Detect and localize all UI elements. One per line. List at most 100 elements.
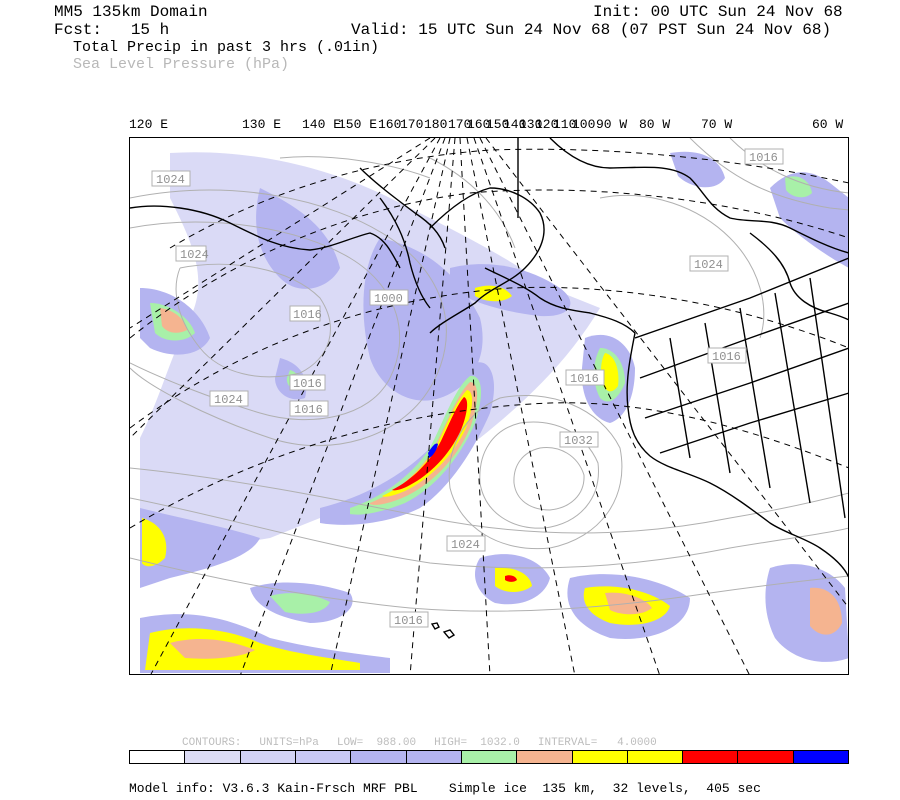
- lon-label-120w: 120: [535, 117, 559, 132]
- contours-low: LOW= 988.00: [336, 737, 417, 749]
- precip-region: [505, 575, 517, 582]
- colorbar-swatch: [406, 751, 462, 763]
- state-border: [644, 347, 848, 419]
- pressure-label: 1016: [744, 148, 784, 165]
- map-panel: 1024 1024 1016 1000 1016 1024 1016 1032 …: [129, 137, 849, 675]
- pressure-label: 1016: [565, 369, 605, 386]
- lon-label-170w: 170: [448, 117, 472, 132]
- meridian-line: [466, 138, 576, 674]
- pressure-label: 1016: [707, 347, 747, 364]
- pressure-label: 1016: [289, 400, 329, 417]
- precip-region: [765, 564, 848, 662]
- map-canvas: 1024 1024 1016 1000 1016 1024 1016 1032 …: [130, 138, 848, 674]
- pressure-label-text: 1016: [293, 308, 322, 322]
- meridian-line: [150, 138, 441, 674]
- domain-title: MM5 135km Domain: [54, 3, 208, 21]
- state-border: [659, 392, 848, 454]
- meridian-line: [459, 138, 491, 674]
- colorbar-swatch: [351, 751, 407, 763]
- lon-label-90w: 90 W: [596, 117, 628, 132]
- latitude-line: [169, 148, 848, 249]
- lat-lon-grid: [130, 138, 848, 674]
- lon-label-150e: 150 E: [338, 117, 378, 132]
- colorbar-swatch: [793, 751, 849, 763]
- meridian-line: [240, 138, 446, 674]
- precip-region: [810, 587, 842, 635]
- state-border: [774, 292, 811, 504]
- state-border: [704, 322, 731, 474]
- lon-label-170e: 170: [400, 117, 424, 132]
- meridian-line: [473, 138, 660, 674]
- lon-label-180: 180: [424, 117, 448, 132]
- precip-region: [428, 443, 438, 458]
- contours-interval: INTERVAL= 4.0000: [537, 737, 657, 749]
- field-secondary: Sea Level Pressure (hPa): [73, 56, 290, 73]
- lon-label-130w: 130: [519, 117, 543, 132]
- lon-label-140w: 140: [503, 117, 527, 132]
- pressure-label-text: 1016: [294, 403, 323, 417]
- meridian-line: [479, 138, 750, 674]
- precip-region: [142, 518, 167, 567]
- coastline: [130, 205, 401, 269]
- init-time: Init: 00 UTC Sun 24 Nov 68: [593, 3, 843, 21]
- pressure-label-text: 1016: [712, 350, 741, 364]
- lon-label-110w: 110: [553, 117, 577, 132]
- colorbar-swatch: [461, 751, 518, 763]
- coastline: [379, 197, 431, 309]
- meridian-line: [130, 138, 436, 439]
- lon-label-70w: 70 W: [701, 117, 733, 132]
- coastlines: [130, 138, 848, 639]
- fcst-value: 15 h: [130, 21, 170, 39]
- pressure-label-text: 1016: [293, 377, 322, 391]
- state-border: [669, 337, 691, 459]
- precip-region: [170, 639, 255, 659]
- model-info: Model info: V3.6.3 Kain-Frsch MRF PBL Si…: [129, 781, 761, 796]
- lon-label-150w: 150: [486, 117, 510, 132]
- valid-time: Valid: 15 UTC Sun 24 Nov 68 (07 PST Sun …: [351, 21, 832, 39]
- pressure-label-text: 1000: [374, 292, 403, 306]
- pressure-label: 1016: [389, 611, 429, 628]
- contours-units: UNITS=hPa: [259, 737, 319, 749]
- island: [430, 622, 440, 630]
- contours-high: HIGH= 1032.0: [434, 737, 520, 749]
- pressure-label: 1032: [559, 431, 599, 448]
- field-primary: Total Precip in past 3 hrs (.01in): [73, 39, 380, 56]
- lon-label-60w: 60 W: [812, 117, 844, 132]
- coastline: [484, 267, 636, 334]
- coastline: [359, 167, 446, 249]
- pressure-label-text: 1024: [214, 393, 243, 407]
- pressure-label: 1016: [289, 305, 322, 322]
- precip-region: [256, 188, 340, 289]
- precip-region: [670, 151, 725, 188]
- latitude-line: [130, 189, 848, 339]
- precip-region: [475, 285, 512, 302]
- pressure-label: 1024: [209, 390, 249, 407]
- forecast-hour: Fcst: 15 h: [54, 21, 169, 39]
- meridian-line: [409, 138, 456, 674]
- pressure-label-text: 1016: [570, 372, 599, 386]
- pressure-label: 1024: [175, 245, 209, 262]
- pressure-label: 1016: [289, 374, 326, 391]
- pressure-labels: 1024 1024 1016 1000 1016 1024 1016 1032 …: [151, 148, 784, 628]
- pressure-label-text: 1032: [564, 434, 593, 448]
- colorbar-swatch: [130, 751, 186, 763]
- coastline: [549, 138, 848, 254]
- colorbar-swatch: [295, 751, 352, 763]
- colorbar-swatch: [627, 751, 684, 763]
- precip-region: [270, 593, 330, 614]
- precip-region: [450, 264, 571, 317]
- precip-region: [350, 375, 482, 515]
- precip-colorbar: [129, 750, 849, 764]
- colorbar-swatch: [738, 751, 794, 763]
- colorbar-swatch: [240, 751, 296, 763]
- colorbar-swatch: [683, 751, 739, 763]
- state-border: [639, 302, 848, 379]
- meridian-line: [130, 138, 431, 329]
- pressure-label: 1000: [369, 289, 409, 306]
- coastline: [429, 187, 545, 334]
- precip-region: [770, 172, 848, 268]
- pressure-label-text: 1016: [394, 614, 423, 628]
- pressure-label-text: 1024: [156, 173, 185, 187]
- latitude-line: [130, 402, 848, 529]
- pressure-label-text: 1024: [694, 258, 723, 272]
